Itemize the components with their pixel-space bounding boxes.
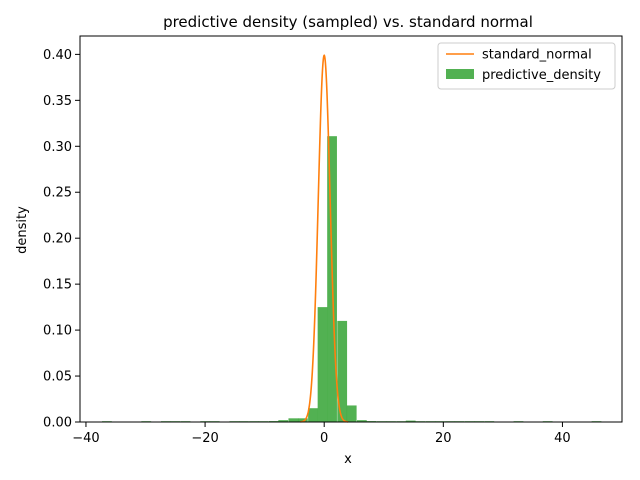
histogram-bar-25 — [405, 420, 416, 422]
legend-label-predictive-density: predictive_density — [482, 68, 601, 83]
y-tick-label-5: 0.25 — [43, 186, 72, 201]
legend-box — [437, 42, 616, 90]
y-tick-label-1: 0.05 — [43, 370, 72, 385]
x-tick-label-2: 0 — [320, 431, 328, 446]
legend: standard_normal predictive_density — [437, 42, 616, 90]
x-tick-label-3: 20 — [435, 431, 452, 446]
x-tick-label-1: −20 — [191, 431, 218, 446]
standard-normal-line — [300, 54, 349, 423]
x-tick-label-0: −40 — [72, 431, 99, 446]
axes-frame — [79, 35, 623, 423]
histogram-bar-20 — [356, 420, 367, 422]
legend-swatch-predictive-density — [446, 69, 474, 79]
histogram-bar-18 — [337, 320, 348, 422]
y-tick-label-2: 0.10 — [43, 324, 72, 339]
histogram-bar-19 — [346, 405, 357, 422]
histogram-bar-12 — [278, 420, 289, 422]
y-tick-label-6: 0.30 — [43, 140, 72, 155]
y-tick-label-7: 0.35 — [43, 94, 72, 109]
x-tick-label-4: 40 — [554, 431, 571, 446]
histogram-bar-15 — [308, 408, 318, 422]
histogram-bar-16 — [317, 307, 328, 422]
histogram-bar-14 — [297, 418, 308, 422]
y-tick-label-3: 0.15 — [43, 278, 72, 293]
chart-title: predictive density (sampled) vs. standar… — [163, 13, 533, 31]
y-tick-label-8: 0.40 — [43, 48, 72, 63]
legend-label-standard-normal: standard_normal — [482, 48, 592, 63]
y-tick-label-0: 0.00 — [43, 416, 72, 431]
x-axis-label: x — [344, 452, 352, 467]
histogram-bar-13 — [288, 418, 299, 422]
axes-layer: −40 −20 0 20 40 0.00 0.05 0.10 0.15 0.20 0.25 0.30 0… — [43, 35, 623, 446]
y-tick-label-4: 0.20 — [43, 232, 72, 247]
y-axis-label: density — [15, 206, 30, 254]
